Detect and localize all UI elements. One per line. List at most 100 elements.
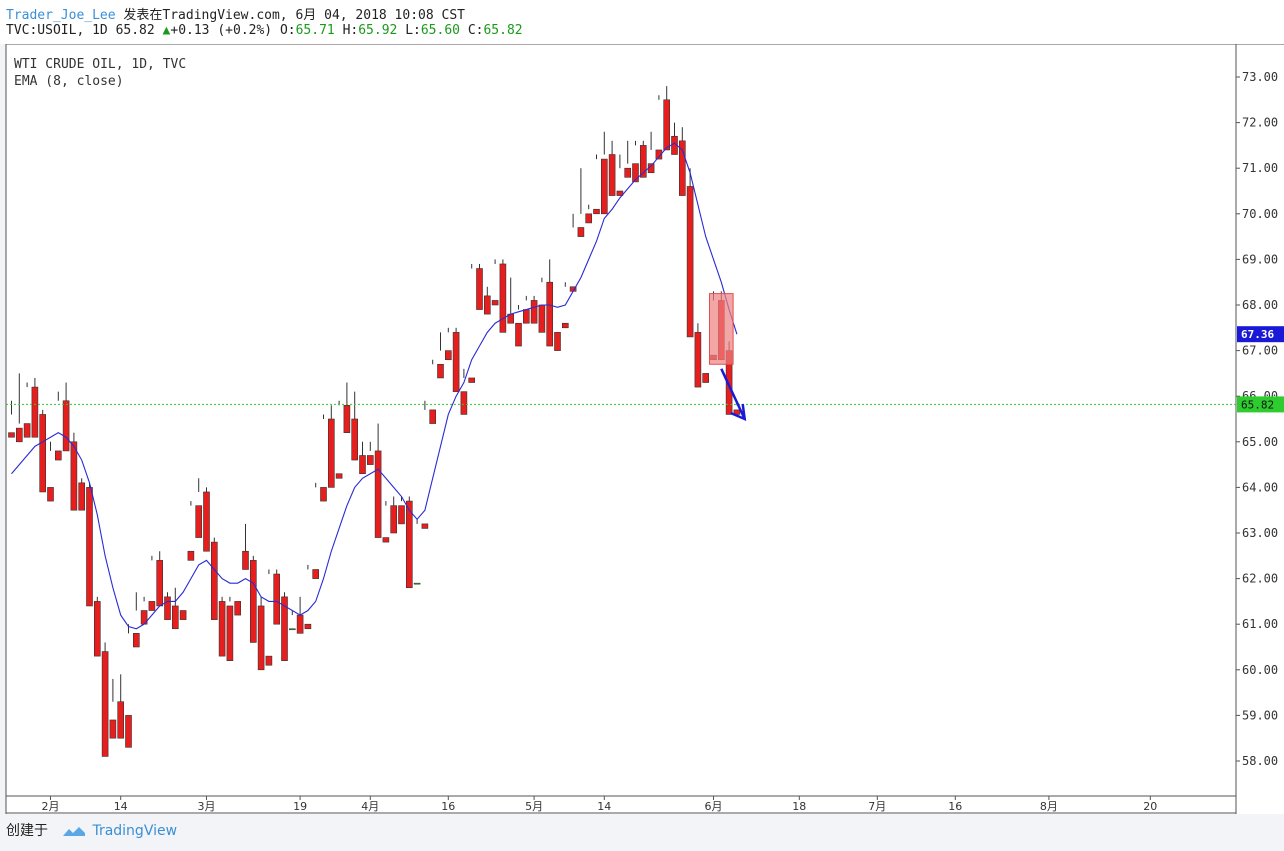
price-tick-label: 65.00 <box>1242 435 1278 449</box>
candle-down <box>234 601 241 616</box>
candle-down <box>39 414 47 493</box>
price-axis: 58.00 59.00 60.00 61.00 62.00 63.00 64.00 65.00… <box>1236 70 1284 768</box>
last-price-badge <box>1237 396 1284 413</box>
candle-down <box>281 596 288 661</box>
candle-down <box>460 391 468 415</box>
candle-down <box>468 377 476 383</box>
candle-up <box>288 628 296 631</box>
candle-down <box>8 432 15 438</box>
candle-down <box>398 505 405 525</box>
candle-down <box>47 487 54 502</box>
price-tick-label: 62.00 <box>1242 572 1278 586</box>
candle-down <box>304 623 312 630</box>
candle-down <box>444 350 452 361</box>
symbol-line: TVC:USOIL, 1D 65.82 ▲+0.13 (+0.2%) O:65.… <box>6 23 523 38</box>
candle-down <box>546 281 554 347</box>
price-tick-label: 69.00 <box>1242 252 1278 266</box>
candle-down <box>639 145 647 178</box>
plot-background <box>6 44 1236 814</box>
candle-down <box>320 487 327 502</box>
time-tick-label: 20 <box>1143 800 1157 813</box>
ema-layer <box>11 142 738 630</box>
time-tick-label: 3月 <box>198 800 216 813</box>
price-tick-label: 68.00 <box>1242 298 1278 312</box>
price-tick-label: 59.00 <box>1242 708 1278 722</box>
candle-down <box>312 569 320 579</box>
candle-down <box>211 541 218 620</box>
candle-down <box>678 140 686 196</box>
created-text: 创建于 <box>6 823 48 839</box>
time-tick-label: 5月 <box>525 800 543 813</box>
candle-down <box>250 560 257 643</box>
candle-down <box>585 213 593 224</box>
candle-down <box>429 409 437 424</box>
price-chart[interactable]: 58.00 59.00 60.00 61.00 62.00 63.00 64.00 65.00… <box>0 44 1284 814</box>
time-tick-label: 16 <box>948 800 962 813</box>
candle-down <box>327 418 335 488</box>
candle-down <box>148 601 156 611</box>
chart-header: Trader_Joe_Lee 发表在TradingView.com, 6月 04… <box>0 0 1284 44</box>
candle-down <box>421 523 429 529</box>
open-label: O: <box>279 23 296 38</box>
candle-down <box>694 332 702 388</box>
price-tick-label: 60.00 <box>1242 663 1278 677</box>
candle-down <box>491 300 499 306</box>
price-tick-label: 71.00 <box>1242 161 1278 175</box>
time-tick-label: 14 <box>114 800 128 813</box>
candle-down <box>187 550 195 561</box>
candle-down <box>561 322 569 329</box>
close-label: C: <box>467 23 484 38</box>
open-value: 65.71 <box>295 23 335 38</box>
candle-down <box>109 719 117 739</box>
candle-down <box>600 158 608 215</box>
candle-down <box>476 268 483 310</box>
price-tick-label: 70.00 <box>1242 207 1278 221</box>
candle-down <box>94 601 101 657</box>
time-tick-label: 19 <box>293 800 307 813</box>
candle-down <box>265 655 273 666</box>
high-value: 65.92 <box>358 23 398 38</box>
low-label: L: <box>405 23 421 38</box>
candle-down <box>499 263 507 333</box>
candle-down <box>577 227 585 237</box>
candle-down <box>125 715 132 748</box>
candle-down <box>405 500 413 589</box>
candle-down <box>366 455 374 465</box>
time-tick-label: 14 <box>597 800 611 813</box>
candle-down <box>702 373 710 383</box>
candle-down <box>242 550 249 570</box>
candle-down <box>686 186 694 338</box>
last-price-label: 65.82 <box>1241 398 1274 411</box>
candle-down <box>226 605 234 661</box>
tradingview-brand[interactable]: TradingView <box>92 823 178 839</box>
candle-up <box>413 582 421 585</box>
candle-down <box>156 560 163 607</box>
candle-down <box>522 309 530 324</box>
candle-down <box>218 601 226 657</box>
candle-down <box>195 505 202 538</box>
candle-down <box>164 596 171 620</box>
candle-down <box>70 441 78 511</box>
legend-title: WTI CRUDE OIL, 1D, TVC <box>14 57 186 72</box>
annotations-layer <box>6 293 1236 422</box>
candle-down <box>655 149 663 160</box>
candle-down <box>273 573 281 625</box>
candle-down <box>203 491 210 552</box>
price-axis-background <box>1236 44 1284 814</box>
candle-down <box>133 633 140 648</box>
time-tick-label: 16 <box>441 800 455 813</box>
candle-down <box>23 423 31 438</box>
time-tick-label: 4月 <box>361 800 379 813</box>
candle-down <box>117 701 124 739</box>
ema-value-badge <box>1237 326 1284 343</box>
candle-down <box>359 455 366 475</box>
time-tick-label: 8月 <box>1040 800 1058 813</box>
price-tick-label: 72.00 <box>1242 116 1278 130</box>
arrow-shaft <box>720 368 746 420</box>
author-link[interactable]: Trader_Joe_Lee <box>6 8 116 23</box>
price-tick-label: 61.00 <box>1242 617 1278 631</box>
ema-line <box>11 142 738 630</box>
candle-down <box>530 300 538 324</box>
change-text: +0.13 (+0.2%) <box>170 23 273 38</box>
candle-down <box>608 154 616 196</box>
